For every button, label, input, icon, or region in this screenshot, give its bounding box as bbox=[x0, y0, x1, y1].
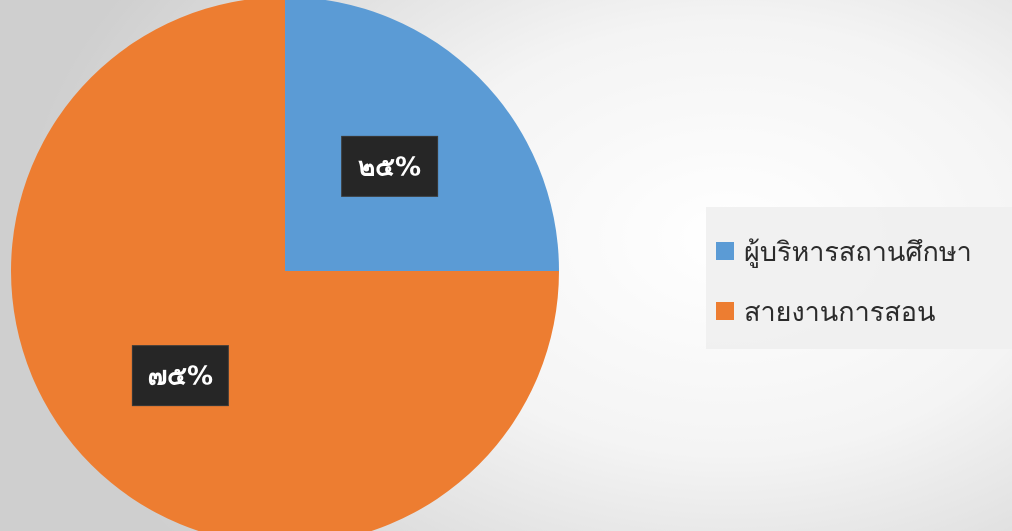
legend-swatch-teaching bbox=[716, 302, 734, 320]
data-label-executives: ๒๕% bbox=[341, 135, 439, 197]
data-labels: ๒๕% ๗๕% bbox=[131, 135, 439, 407]
pie-slices bbox=[11, 0, 559, 531]
data-label-box-teaching bbox=[131, 345, 229, 407]
data-label-text-executives: ๒๕% bbox=[358, 152, 421, 182]
legend-label-teaching: สายงานการสอน bbox=[744, 296, 936, 328]
legend-item-executives: ผู้บริหารสถานศึกษา bbox=[716, 221, 1012, 281]
data-label-box-executives bbox=[341, 135, 439, 197]
legend-swatch-executives bbox=[716, 242, 734, 260]
legend: ผู้บริหารสถานศึกษา สายงานการสอน bbox=[706, 207, 1012, 349]
data-label-text-teaching: ๗๕% bbox=[148, 362, 213, 392]
legend-item-teaching: สายงานการสอน bbox=[716, 281, 1012, 341]
legend-label-executives: ผู้บริหารสถานศึกษา bbox=[744, 236, 972, 268]
pie-slice-executives bbox=[285, 0, 559, 271]
data-label-teaching: ๗๕% bbox=[131, 345, 229, 407]
